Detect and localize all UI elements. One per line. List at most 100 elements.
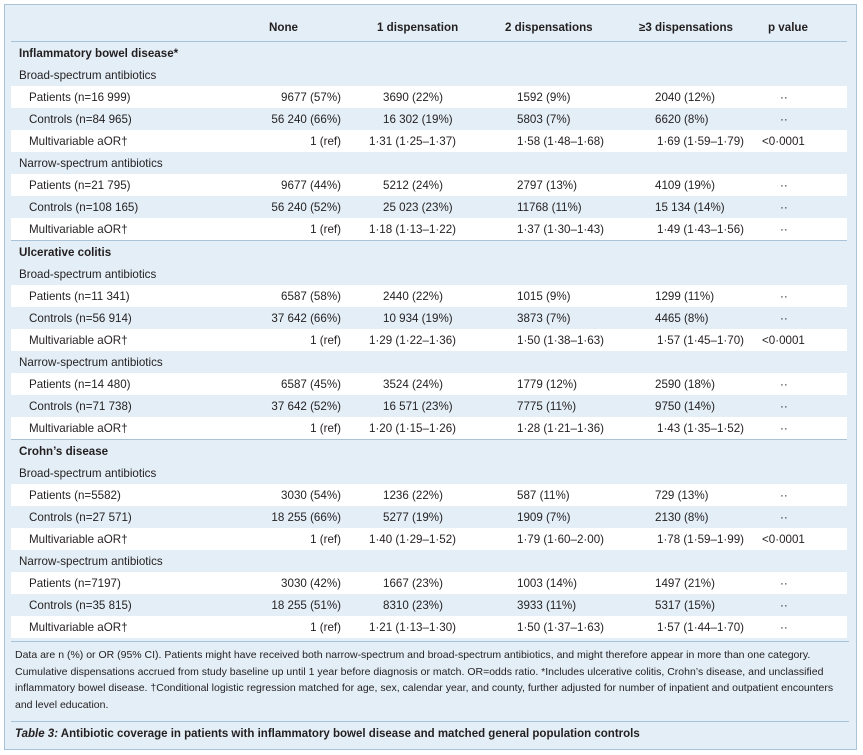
table-row: Controls (n=84 965) 56 240 (66%) 16 302 (1… [11,108,847,130]
group-row: Narrow-spectrum antibiotics [11,351,847,373]
section-row: Inflammatory bowel disease* [11,41,847,64]
cell-2-dispensations: 2797 (13%) [517,178,577,192]
cell-2-dispensations: 3933 (11%) [517,598,577,612]
cell-3-dispensations: 1497 (21%) [655,576,715,590]
section-row: Ulcerative colitis [11,240,847,263]
cell-none: 1 (ref) [310,134,341,148]
group-title: Broad-spectrum antibiotics [19,267,157,281]
cell-3-dispensations: 6620 (8%) [655,112,709,126]
table-row: Patients (n=7197) 3030 (42%) 1667 (23%) 100… [11,572,847,594]
table-row: Multivariable aOR† 1 (ref) 1·29 (1·22–1·36… [11,329,847,351]
cell-3-dispensations: 5317 (15%) [655,598,715,612]
header-2-dispensations: 2 dispensations [505,20,593,34]
cell-2-dispensations: 587 (11%) [517,488,570,502]
group-row: Narrow-spectrum antibiotics [11,152,847,174]
cell-none: 3030 (42%) [281,576,341,590]
cell-2-dispensations: 1·50 (1·37–1·63) [517,620,605,634]
header-3-dispensations: ≥3 dispensations [639,20,733,34]
cell-3-dispensations: 2590 (18%) [655,377,715,391]
caption-label: Table 3: [15,728,59,740]
group-title: Narrow-spectrum antibiotics [19,554,163,568]
cell-1-dispensation: 8310 (23%) [383,598,443,612]
cell-p-value: ·· [780,178,788,192]
cell-p-value: ·· [780,311,788,325]
cell-p-value: ·· [780,289,788,303]
cell-2-dispensations: 1015 (9%) [517,289,571,303]
cell-none: 56 240 (66%) [271,112,341,126]
table-row: Multivariable aOR† 1 (ref) 1·21 (1·13–1·30… [11,616,847,638]
results-table: None 1 dispensation 2 dispensations ≥3 d… [11,13,847,638]
table-row: Multivariable aOR† 1 (ref) 1·40 (1·29–1·52… [11,528,847,550]
cell-p-value: ·· [780,112,788,126]
cell-3-dispensations: 1·69 (1·59–1·79) [657,134,745,148]
table-caption: Table 3: Antibiotic coverage in patients… [15,728,640,740]
caption-divider [11,721,849,722]
cell-3-dispensations: 4465 (8%) [655,311,709,325]
row-label: Controls (n=84 965) [29,112,132,126]
cell-2-dispensations: 1003 (14%) [517,576,577,590]
row-label: Controls (n=108 165) [29,200,139,214]
cell-none: 6587 (45%) [281,377,341,391]
section-title: Inflammatory bowel disease* [11,41,847,64]
header-1-dispensation: 1 dispensation [377,20,459,34]
cell-p-value: ·· [780,222,788,236]
cell-2-dispensations: 1·50 (1·38–1·63) [517,333,605,347]
cell-none: 1 (ref) [310,620,341,634]
cell-3-dispensations: 2040 (12%) [655,90,715,104]
group-row: Broad-spectrum antibiotics [11,462,847,484]
cell-none: 1 (ref) [310,532,341,546]
cell-1-dispensation: 2440 (22%) [383,289,443,303]
cell-none: 1 (ref) [310,421,341,435]
table-row: Multivariable aOR† 1 (ref) 1·18 (1·13–1·22… [11,218,847,241]
cell-2-dispensations: 5803 (7%) [517,112,571,126]
cell-1-dispensation: 3524 (24%) [383,377,443,391]
cell-p-value: ·· [780,510,788,524]
caption-text: Antibiotic coverage in patients with inf… [58,728,640,740]
cell-p-value: ·· [780,399,788,413]
section-title: Crohn’s disease [11,439,847,462]
table-row: Controls (n=35 815) 18 255 (51%) 8310 (23%… [11,594,847,616]
cell-3-dispensations: 4109 (19%) [655,178,715,192]
cell-1-dispensation: 25 023 (23%) [383,200,453,214]
row-label: Multivariable aOR† [29,532,128,546]
row-label: Patients (n=21 795) [29,178,131,192]
cell-1-dispensation: 1667 (23%) [383,576,443,590]
cell-2-dispensations: 1592 (9%) [517,90,571,104]
cell-3-dispensations: 1·49 (1·43–1·56) [657,222,745,236]
cell-none: 18 255 (66%) [271,510,341,524]
cell-p-value: <0·0001 [762,333,805,347]
group-title: Broad-spectrum antibiotics [19,68,157,82]
header-p-value: p value [768,20,808,34]
cell-3-dispensations: 15 134 (14%) [655,200,725,214]
row-label: Patients (n=5582) [29,488,121,502]
cell-p-value: ·· [780,421,788,435]
cell-p-value: ·· [780,488,788,502]
row-label: Patients (n=14 480) [29,377,131,391]
table-row: Multivariable aOR† 1 (ref) 1·20 (1·15–1·26… [11,417,847,440]
cell-none: 1 (ref) [310,333,341,347]
cell-1-dispensation: 1·18 (1·13–1·22) [369,222,457,236]
group-title: Narrow-spectrum antibiotics [19,355,163,369]
table-row: Patients (n=11 341) 6587 (58%) 2440 (22%) 1… [11,285,847,307]
group-row: Narrow-spectrum antibiotics [11,550,847,572]
cell-2-dispensations: 1909 (7%) [517,510,571,524]
cell-none: 3030 (54%) [281,488,341,502]
cell-p-value: ·· [780,377,788,391]
cell-p-value: ·· [780,598,788,612]
table-row: Patients (n=14 480) 6587 (45%) 3524 (24%) 1… [11,373,847,395]
cell-p-value: <0·0001 [762,532,805,546]
cell-none: 37 642 (66%) [271,311,341,325]
cell-none: 56 240 (52%) [271,200,341,214]
cell-none: 1 (ref) [310,222,341,236]
header-label [11,13,239,42]
cell-3-dispensations: 1·43 (1·35–1·52) [657,421,745,435]
cell-2-dispensations: 1·79 (1·60–2·00) [517,532,605,546]
cell-1-dispensation: 1·29 (1·22–1·36) [369,333,457,347]
row-label: Multivariable aOR† [29,620,128,634]
cell-2-dispensations: 1·28 (1·21–1·36) [517,421,605,435]
cell-none: 9677 (44%) [281,178,341,192]
cell-2-dispensations: 1·58 (1·48–1·68) [517,134,605,148]
cell-3-dispensations: 2130 (8%) [655,510,709,524]
cell-1-dispensation: 5212 (24%) [383,178,443,192]
cell-2-dispensations: 11768 (11%) [517,200,582,214]
